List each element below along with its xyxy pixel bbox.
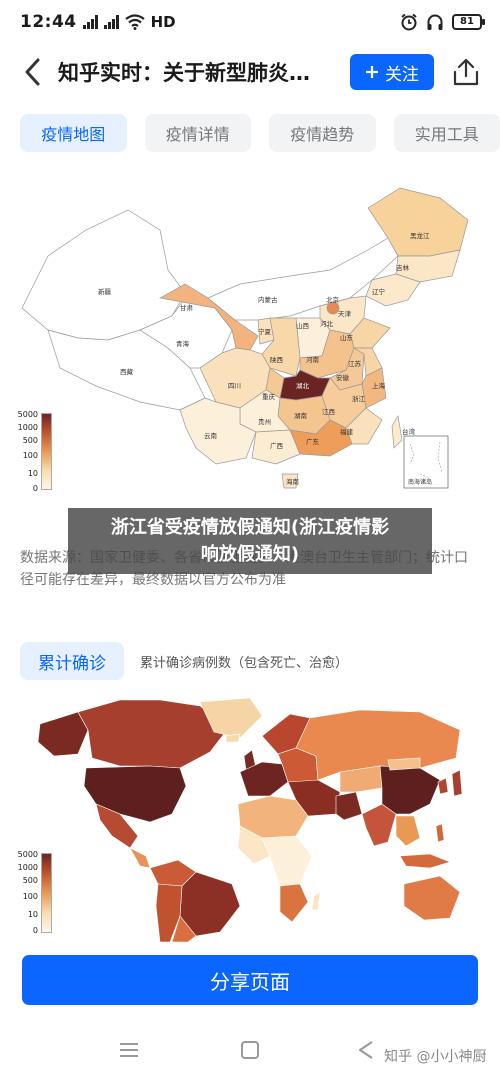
legend-label: 0	[32, 926, 38, 935]
label-ningxia: 宁夏	[258, 327, 272, 336]
label-hainan: 海南	[286, 477, 300, 486]
label-gansu: 甘肃	[180, 303, 194, 312]
label-henan: 河南	[306, 355, 320, 364]
legend-label: 10	[27, 469, 38, 478]
label-hubei: 湖北	[296, 381, 310, 390]
label-beijing: 北京	[326, 295, 340, 304]
legend-label: 5000	[17, 850, 38, 859]
china-map[interactable]: 新疆 西藏 青海 甘肃 内蒙古 黑龙江 吉林 辽宁 北京 天津 河北 山西 陕西…	[0, 158, 500, 498]
label-hebei: 河北	[320, 320, 334, 328]
watermark: 知乎 @小小神厨	[384, 1049, 487, 1065]
page-title: 知乎实时：关于新型肺炎…	[58, 61, 310, 85]
legend-label: 10	[27, 910, 38, 919]
tab-epidemic-trend[interactable]: 疫情趋势	[269, 114, 376, 152]
plus-icon	[366, 66, 378, 78]
legend-label: 1000	[17, 863, 38, 872]
label-sichuan: 四川	[228, 382, 241, 390]
share-page-button[interactable]: 分享页面	[22, 955, 478, 1005]
wifi-icon	[124, 14, 145, 30]
legend-label: 500	[22, 436, 38, 445]
status-bar: 12:44 HD 81	[0, 0, 500, 44]
label-shandong: 山东	[340, 333, 354, 342]
label-jilin: 吉林	[396, 263, 410, 272]
legend-label: 100	[22, 892, 38, 901]
tab-epidemic-details[interactable]: 疫情详情	[144, 114, 251, 152]
menu-icon[interactable]	[118, 1040, 140, 1060]
label-liaoning: 辽宁	[372, 287, 386, 296]
label-fujian: 福建	[340, 427, 354, 436]
headphones-icon	[427, 14, 443, 30]
cumulative-description: 累计确诊病例数（包含死亡、治愈）	[140, 655, 349, 671]
label-guizhou: 贵州	[258, 417, 271, 426]
overlay-line-2: 响放假通知)	[200, 544, 300, 565]
world-map[interactable]: 5000 1000 500 100 10 0	[0, 696, 500, 942]
status-left: 12:44 HD	[20, 12, 176, 32]
label-shaanxi: 陕西	[270, 355, 284, 364]
back-nav-icon[interactable]	[356, 1040, 376, 1060]
label-xinjiang: 新疆	[98, 287, 112, 296]
back-button[interactable]	[16, 52, 48, 92]
nav-bar: 知乎实时：关于新型肺炎… 关注	[0, 44, 500, 100]
world-map-legend: 5000 1000 500 100 10 0	[16, 850, 62, 936]
label-jiangsu: 江苏	[348, 359, 362, 368]
tab-tools[interactable]: 实用工具	[393, 114, 500, 152]
label-yunnan: 云南	[204, 431, 218, 440]
inset-label: 南海诸岛	[408, 478, 432, 486]
legend-label: 100	[22, 451, 38, 460]
label-qinghai: 青海	[176, 339, 190, 348]
tab-bar: 疫情地图 疫情详情 疫情趋势 实用工具	[0, 114, 500, 154]
cumulative-confirmed-button[interactable]: 累计确诊	[20, 642, 124, 680]
status-right: 81	[400, 13, 485, 31]
cumulative-section: 累计确诊 累计确诊病例数（包含死亡、治愈）	[20, 642, 348, 680]
label-anhui: 安徽	[336, 373, 350, 382]
legend-label: 0	[32, 484, 38, 493]
legend-label: 5000	[17, 410, 38, 419]
home-icon[interactable]	[240, 1040, 260, 1060]
label-tianjin: 天津	[338, 310, 352, 318]
system-nav-bar	[0, 1026, 500, 1083]
signal-icon	[82, 15, 98, 29]
china-map-graphic: 新疆 西藏 青海 甘肃 内蒙古 黑龙江 吉林 辽宁 北京 天津 河北 山西 陕西…	[21, 187, 469, 489]
follow-button[interactable]: 关注	[350, 54, 434, 90]
label-jiangxi: 江西	[322, 408, 336, 416]
chevron-left-icon	[25, 58, 40, 86]
label-taiwan: 台湾	[402, 427, 416, 436]
south-china-sea-inset: 南海诸岛	[403, 435, 449, 489]
network-type: HD	[150, 13, 176, 31]
legend-label: 1000	[17, 423, 38, 432]
label-heilongjiang: 黑龙江	[410, 231, 430, 240]
legend-label: 500	[22, 876, 38, 885]
label-chongqing: 重庆	[262, 392, 276, 401]
world-map-graphic	[37, 697, 463, 942]
battery-icon: 81	[452, 14, 485, 30]
label-zhejiang: 浙江	[352, 394, 366, 403]
share-icon	[453, 58, 479, 86]
label-neimenggu: 内蒙古	[258, 295, 278, 304]
label-hunan: 湖南	[294, 411, 308, 420]
label-guangxi: 广西	[270, 441, 284, 450]
article-title-overlay: 浙江省受疫情放假通知(浙江疫情影 响放假通知)	[68, 508, 432, 574]
china-map-legend: 5000 1000 500 100 10 0	[16, 410, 62, 493]
label-shanxi: 山西	[296, 321, 310, 330]
tab-epidemic-map[interactable]: 疫情地图	[20, 114, 127, 152]
overlay-line-1: 浙江省受疫情放假通知(浙江疫情影	[110, 517, 390, 538]
label-guangdong: 广东	[306, 437, 320, 446]
signal-icon-2	[103, 15, 119, 29]
follow-label: 关注	[385, 64, 419, 85]
share-icon-button[interactable]	[446, 52, 486, 92]
label-shanghai: 上海	[372, 381, 386, 390]
alarm-icon	[401, 13, 417, 31]
status-time: 12:44	[20, 12, 77, 32]
label-xizang: 西藏	[120, 367, 134, 376]
